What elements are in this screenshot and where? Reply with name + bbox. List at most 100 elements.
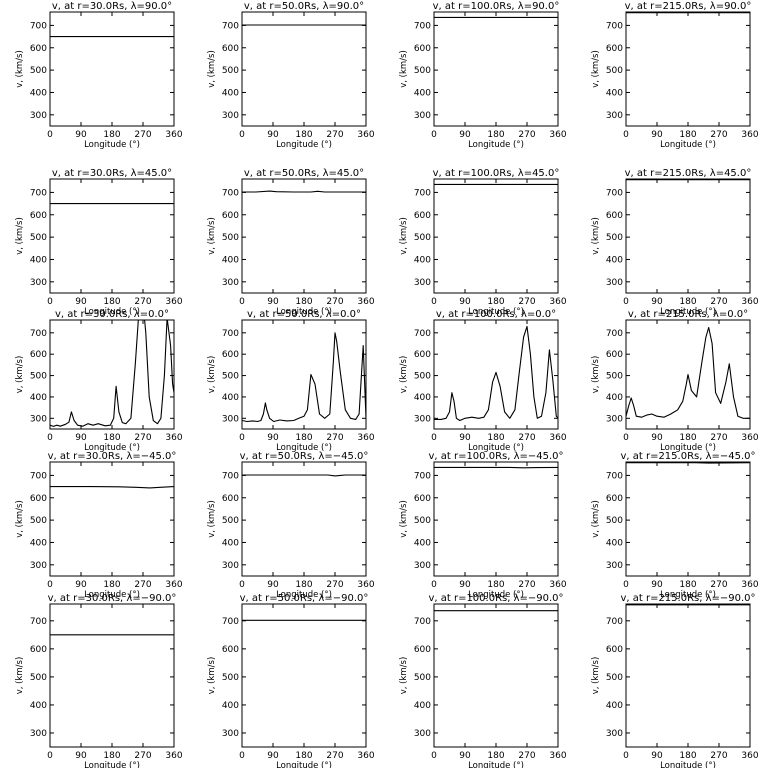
plot-frame (434, 462, 558, 576)
y-tick-label: 300 (222, 111, 239, 121)
panel-title: v, at r=100.0Rs, λ=−45.0° (428, 451, 563, 462)
y-tick-label: 500 (606, 372, 623, 382)
x-tick-label: 0 (239, 297, 245, 307)
x-tick-label: 180 (679, 130, 696, 140)
y-tick-label: 300 (30, 278, 47, 288)
x-tick-label: 0 (623, 580, 629, 590)
y-tick-label: 600 (606, 44, 623, 54)
x-tick-label: 360 (357, 297, 374, 307)
series-line (242, 333, 366, 422)
x-axis-label: Longitude (°) (84, 761, 140, 768)
x-tick-label: 270 (518, 297, 535, 307)
x-tick-label: 0 (47, 297, 53, 307)
y-tick-label: 600 (222, 211, 239, 221)
y-tick-label: 500 (30, 516, 47, 526)
y-tick-label: 700 (606, 188, 623, 198)
y-tick-label: 300 (30, 729, 47, 739)
y-axis-label: v, (km/s) (591, 217, 601, 255)
y-tick-label: 400 (222, 701, 239, 711)
x-tick-label: 180 (679, 580, 696, 590)
y-tick-label: 700 (222, 329, 239, 339)
plot-frame (50, 320, 174, 429)
panel-title: v, at r=100.0Rs, λ=−90.0° (428, 593, 563, 604)
x-tick-label: 270 (326, 130, 343, 140)
x-tick-label: 270 (326, 297, 343, 307)
y-axis-label: v, (km/s) (591, 500, 601, 538)
x-tick-label: 270 (518, 433, 535, 443)
y-tick-label: 700 (606, 617, 623, 627)
x-tick-label: 270 (710, 751, 727, 761)
y-tick-label: 700 (30, 21, 47, 31)
y-tick-label: 500 (606, 233, 623, 243)
x-tick-label: 90 (459, 580, 471, 590)
x-tick-label: 180 (295, 297, 312, 307)
x-tick-label: 270 (134, 580, 151, 590)
y-tick-label: 600 (606, 350, 623, 360)
x-tick-label: 360 (549, 751, 566, 761)
x-tick-label: 360 (549, 297, 566, 307)
y-tick-label: 500 (606, 516, 623, 526)
y-tick-label: 300 (414, 278, 431, 288)
y-tick-label: 400 (606, 538, 623, 548)
y-tick-label: 400 (606, 701, 623, 711)
x-tick-label: 0 (431, 130, 437, 140)
panel-title: v, at r=215.0Rs, λ=90.0° (625, 1, 752, 12)
x-tick-label: 270 (326, 433, 343, 443)
x-tick-label: 90 (75, 433, 87, 443)
y-tick-label: 300 (222, 729, 239, 739)
y-tick-label: 600 (222, 645, 239, 655)
panel-title: v, at r=30.0Rs, λ=0.0° (55, 309, 169, 320)
plot-frame (434, 320, 558, 429)
x-tick-label: 90 (75, 297, 87, 307)
x-tick-label: 90 (267, 130, 279, 140)
panel-title: v, at r=215.0Rs, λ=45.0° (625, 168, 752, 179)
y-axis-label: v, (km/s) (207, 356, 217, 394)
x-tick-label: 180 (295, 580, 312, 590)
x-axis-label: Longitude (°) (660, 761, 716, 768)
y-axis-label: v, (km/s) (207, 500, 217, 538)
panel-title: v, at r=50.0Rs, λ=−90.0° (240, 593, 369, 604)
x-tick-label: 360 (741, 130, 758, 140)
y-tick-label: 600 (414, 44, 431, 54)
y-tick-label: 300 (414, 729, 431, 739)
y-tick-label: 700 (606, 21, 623, 31)
x-tick-label: 0 (47, 130, 53, 140)
y-tick-label: 400 (222, 255, 239, 265)
panel-title: v, at r=100.0Rs, λ=45.0° (433, 168, 560, 179)
plot-frame (626, 12, 750, 126)
x-tick-label: 270 (518, 580, 535, 590)
x-tick-label: 360 (357, 580, 374, 590)
y-tick-label: 400 (606, 393, 623, 403)
x-tick-label: 270 (134, 130, 151, 140)
panel-title: v, at r=100.0Rs, λ=90.0° (433, 1, 560, 12)
y-tick-label: 500 (222, 66, 239, 76)
series-line (50, 487, 174, 488)
plot-frame (50, 462, 174, 576)
plot-frame (50, 12, 174, 126)
y-tick-label: 600 (30, 44, 47, 54)
x-tick-label: 90 (651, 751, 663, 761)
x-tick-label: 0 (239, 751, 245, 761)
y-tick-label: 500 (222, 233, 239, 243)
y-tick-label: 500 (30, 372, 47, 382)
y-tick-label: 600 (222, 350, 239, 360)
x-tick-label: 0 (623, 433, 629, 443)
plot-frame (50, 604, 174, 747)
x-tick-label: 270 (326, 751, 343, 761)
x-axis-label: Longitude (°) (84, 140, 140, 150)
x-tick-label: 180 (487, 130, 504, 140)
panel-title: v, at r=30.0Rs, λ=45.0° (52, 168, 172, 179)
y-tick-label: 700 (222, 21, 239, 31)
y-axis-label: v, (km/s) (399, 500, 409, 538)
x-tick-label: 360 (549, 433, 566, 443)
y-axis-label: v, (km/s) (591, 50, 601, 88)
y-tick-label: 500 (414, 233, 431, 243)
